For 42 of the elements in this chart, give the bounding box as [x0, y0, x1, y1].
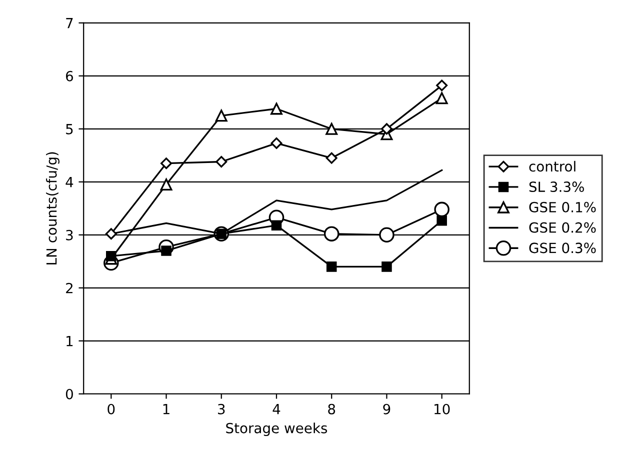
point [382, 262, 392, 272]
point [270, 102, 282, 115]
point [216, 156, 228, 168]
point [436, 80, 448, 92]
point [324, 226, 340, 242]
x-tick-label: 9 [383, 404, 390, 414]
y-tick-label: 4 [66, 177, 74, 188]
point [215, 110, 228, 122]
point [271, 220, 282, 230]
x-tick-label: 8 [328, 404, 336, 414]
x-axis-title: Storage weeks [226, 422, 328, 436]
x-tick-label: 3 [218, 404, 225, 414]
point [326, 152, 338, 164]
point [379, 227, 394, 243]
legend-label: GSE 0.3% [529, 242, 596, 254]
x-tick-label: 1 [163, 404, 170, 414]
y-tick-label: 6 [66, 70, 73, 82]
x-tick-label: 10 [434, 404, 450, 414]
y-tick-label: 5 [66, 124, 73, 134]
x-tick-label: 0 [108, 404, 115, 414]
legend-label: control [529, 160, 576, 172]
y-tick-label: 7 [66, 18, 73, 28]
point [326, 262, 337, 272]
y-axis-title: LN counts(cfu/g) [46, 152, 60, 264]
point [434, 202, 450, 218]
point [105, 228, 117, 240]
y-tick-label: 0 [66, 388, 73, 400]
point [436, 92, 448, 104]
legend-label: GSE 0.2% [529, 222, 596, 233]
y-tick-label: 2 [66, 282, 72, 294]
point [380, 123, 392, 135]
legend-label: GSE 0.1% [529, 202, 596, 212]
point [160, 158, 172, 170]
point [270, 137, 282, 149]
y-tick-label: 3 [66, 230, 73, 240]
point [326, 122, 338, 135]
point [160, 178, 172, 191]
legend-label: SL 3.3% [529, 182, 584, 192]
x-tick-label: 4 [272, 404, 280, 414]
point [436, 215, 447, 226]
y-tick-label: 1 [66, 336, 73, 346]
point [106, 250, 116, 262]
